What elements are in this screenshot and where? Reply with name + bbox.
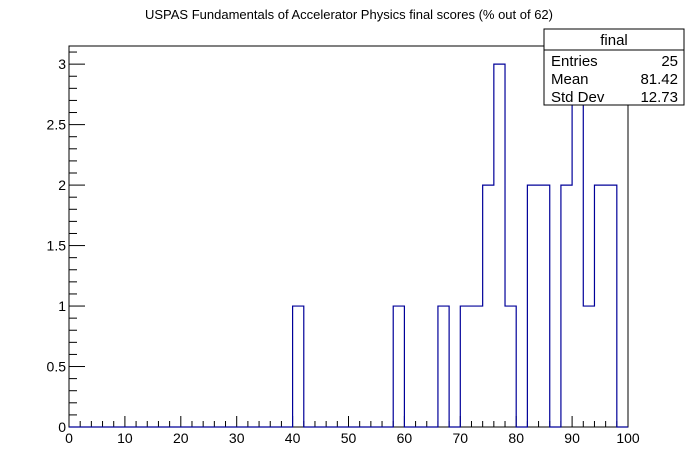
y-tick-label: 1: [58, 298, 66, 314]
stats-box-title: final: [600, 32, 628, 49]
stats-box: final Entries 25 Mean 81.42 Std Dev 12.7…: [543, 28, 685, 106]
stats-stddev-value: 12.73: [640, 89, 678, 106]
stats-stddev-label: Std Dev: [551, 89, 605, 106]
x-tick-label: 60: [397, 430, 413, 446]
y-tick-label: 1.5: [47, 238, 67, 254]
y-tick-label: 0: [58, 419, 66, 435]
x-tick-label: 10: [117, 430, 133, 446]
stats-entries-label: Entries: [551, 53, 598, 70]
x-tick-label: 30: [229, 430, 245, 446]
stats-entries-value: 25: [661, 53, 678, 70]
y-tick-label: 2: [58, 177, 66, 193]
x-tick-label: 90: [564, 430, 580, 446]
y-axis: 0 0.5 1 1.5 2 2.5 3: [47, 51, 85, 435]
x-tick-label: 70: [453, 430, 469, 446]
stats-box-frame: [543, 28, 685, 106]
y-tick-label: 0.5: [47, 359, 67, 375]
x-tick-label: 80: [508, 430, 524, 446]
x-axis: 0 10 20 30 40 50 60 70 80 90 100: [65, 416, 640, 446]
stats-mean-value: 81.42: [640, 71, 678, 88]
chart-title: USPAS Fundamentals of Accelerator Physic…: [145, 7, 553, 22]
x-tick-label: 100: [616, 430, 640, 446]
x-tick-label: 50: [341, 430, 357, 446]
histogram-outline: [69, 63, 628, 428]
x-tick-label: 20: [173, 430, 189, 446]
y-tick-label: 3: [58, 56, 66, 72]
x-tick-label: 40: [285, 430, 301, 446]
stats-mean-label: Mean: [551, 71, 589, 88]
y-tick-label: 2.5: [47, 117, 67, 133]
x-tick-label: 0: [65, 430, 73, 446]
